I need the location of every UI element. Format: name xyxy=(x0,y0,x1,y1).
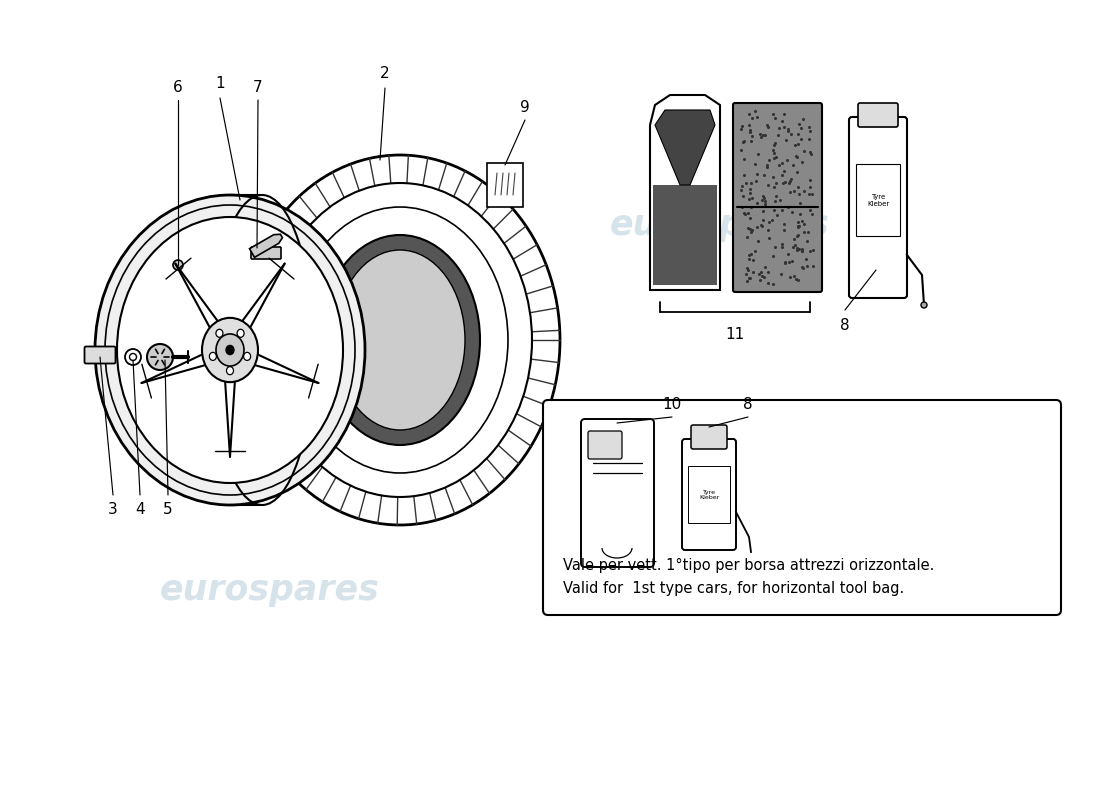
Ellipse shape xyxy=(336,250,465,430)
Text: Tyre
Kleber: Tyre Kleber xyxy=(698,490,719,501)
Circle shape xyxy=(921,302,927,308)
Circle shape xyxy=(147,344,173,370)
Polygon shape xyxy=(250,234,283,258)
Ellipse shape xyxy=(125,349,141,365)
Text: 1: 1 xyxy=(216,76,224,91)
Text: 9: 9 xyxy=(520,100,530,115)
Ellipse shape xyxy=(320,235,480,445)
FancyBboxPatch shape xyxy=(581,419,654,567)
Polygon shape xyxy=(650,95,721,290)
Text: 7: 7 xyxy=(253,80,263,95)
FancyBboxPatch shape xyxy=(733,103,822,292)
Ellipse shape xyxy=(216,334,244,366)
Ellipse shape xyxy=(227,366,233,374)
Circle shape xyxy=(173,260,183,270)
Text: eurospares: eurospares xyxy=(610,573,829,607)
Ellipse shape xyxy=(130,354,136,361)
Ellipse shape xyxy=(209,352,217,361)
Text: 11: 11 xyxy=(725,327,745,342)
FancyBboxPatch shape xyxy=(543,400,1062,615)
FancyBboxPatch shape xyxy=(856,164,900,236)
Text: 8: 8 xyxy=(840,318,850,333)
FancyBboxPatch shape xyxy=(682,439,736,550)
Text: 8: 8 xyxy=(744,397,752,412)
Ellipse shape xyxy=(226,346,234,354)
Ellipse shape xyxy=(243,352,251,361)
Polygon shape xyxy=(654,110,715,185)
Text: eurospares: eurospares xyxy=(161,208,380,242)
Text: 2: 2 xyxy=(381,66,389,81)
Text: 5: 5 xyxy=(163,502,173,517)
FancyBboxPatch shape xyxy=(691,425,727,449)
FancyBboxPatch shape xyxy=(251,247,280,259)
Text: 4: 4 xyxy=(135,502,145,517)
Text: Vale per vett. 1°tipo per borsa attrezzi orizzontale.: Vale per vett. 1°tipo per borsa attrezzi… xyxy=(563,558,934,573)
Ellipse shape xyxy=(95,195,365,505)
Text: eurospares: eurospares xyxy=(161,573,380,607)
Ellipse shape xyxy=(292,207,508,473)
Text: 10: 10 xyxy=(662,397,682,412)
Ellipse shape xyxy=(117,217,343,483)
FancyBboxPatch shape xyxy=(85,346,116,363)
FancyBboxPatch shape xyxy=(688,466,730,523)
Ellipse shape xyxy=(238,330,244,338)
Text: Tyre
Kleber: Tyre Kleber xyxy=(867,194,889,206)
FancyBboxPatch shape xyxy=(858,103,898,127)
Text: eurospares: eurospares xyxy=(610,208,829,242)
Text: 6: 6 xyxy=(173,80,183,95)
Text: Valid for  1st type cars, for horizontal tool bag.: Valid for 1st type cars, for horizontal … xyxy=(563,581,904,595)
Ellipse shape xyxy=(216,330,223,338)
Ellipse shape xyxy=(202,318,258,382)
FancyBboxPatch shape xyxy=(588,431,621,459)
Ellipse shape xyxy=(240,155,560,525)
FancyBboxPatch shape xyxy=(849,117,908,298)
FancyBboxPatch shape xyxy=(487,163,522,207)
Text: 3: 3 xyxy=(108,502,118,517)
Ellipse shape xyxy=(268,183,532,497)
FancyBboxPatch shape xyxy=(653,185,717,285)
